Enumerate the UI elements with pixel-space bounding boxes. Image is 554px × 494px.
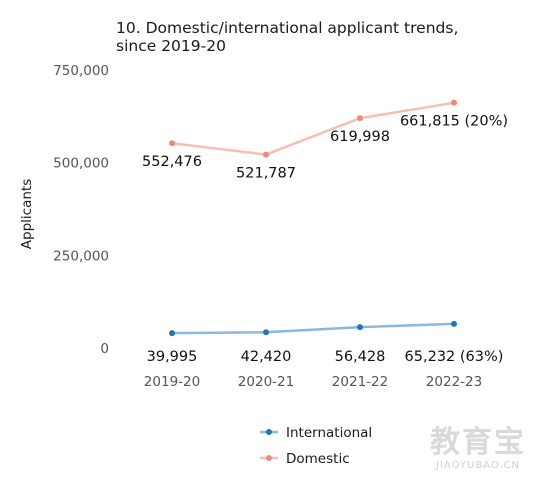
data-point-domestic xyxy=(451,99,457,106)
y-axis-ticks: 0 250,000 500,000 750,000 xyxy=(53,63,109,357)
legend-swatch-point xyxy=(266,455,272,461)
watermark-logo: 教育宝 xyxy=(430,425,526,460)
data-labels-layer: 552,476 521,787 619,998 661,815 (20%) 39,995… xyxy=(142,114,508,365)
data-label-international: 56,428 xyxy=(335,349,386,365)
series-line-domestic xyxy=(171,101,455,156)
data-label-domestic: 552,476 xyxy=(142,154,202,170)
data-point-international xyxy=(357,324,363,331)
x-tick-label: 2022-23 xyxy=(426,374,482,390)
series-line-international xyxy=(171,322,455,335)
data-label-domestic: 619,998 xyxy=(330,129,390,145)
y-tick-label: 0 xyxy=(100,341,109,357)
watermark: 教育宝 JIAOYUBAO.CN xyxy=(430,425,526,471)
y-tick-label: 500,000 xyxy=(53,156,109,172)
data-label-international: 42,420 xyxy=(241,349,292,365)
chart-title-line-2: since 2019-20 xyxy=(116,37,226,55)
data-label-international: 39,995 xyxy=(147,349,198,365)
legend-swatch-point xyxy=(266,429,272,435)
y-tick-label: 250,000 xyxy=(53,248,109,264)
legend-label: Domestic xyxy=(286,451,350,467)
x-tick-label: 2019-20 xyxy=(144,374,200,390)
x-axis-ticks: 2019-20 2020-21 2021-22 2022-23 xyxy=(144,374,482,390)
data-point-domestic xyxy=(263,151,269,158)
data-point-international xyxy=(169,330,175,337)
series-layer xyxy=(169,99,457,337)
watermark-url: JIAOYUBAO.CN xyxy=(435,460,520,471)
data-label-international: 65,232 (63%) xyxy=(405,349,504,365)
data-point-domestic xyxy=(357,115,363,122)
data-point-domestic xyxy=(169,140,175,147)
y-tick-label: 750,000 xyxy=(53,63,109,79)
data-label-domestic: 521,787 xyxy=(236,166,296,182)
chart-title-line-1: 10. Domestic/international applicant tre… xyxy=(116,19,458,37)
legend: International Domestic xyxy=(260,425,372,467)
data-point-international xyxy=(263,329,269,336)
y-axis-label: Applicants xyxy=(19,179,35,249)
x-tick-label: 2021-22 xyxy=(332,374,388,390)
legend-label: International xyxy=(286,425,372,441)
data-point-international xyxy=(451,320,457,327)
data-label-domestic: 661,815 (20%) xyxy=(400,114,508,130)
x-tick-label: 2020-21 xyxy=(238,374,294,390)
